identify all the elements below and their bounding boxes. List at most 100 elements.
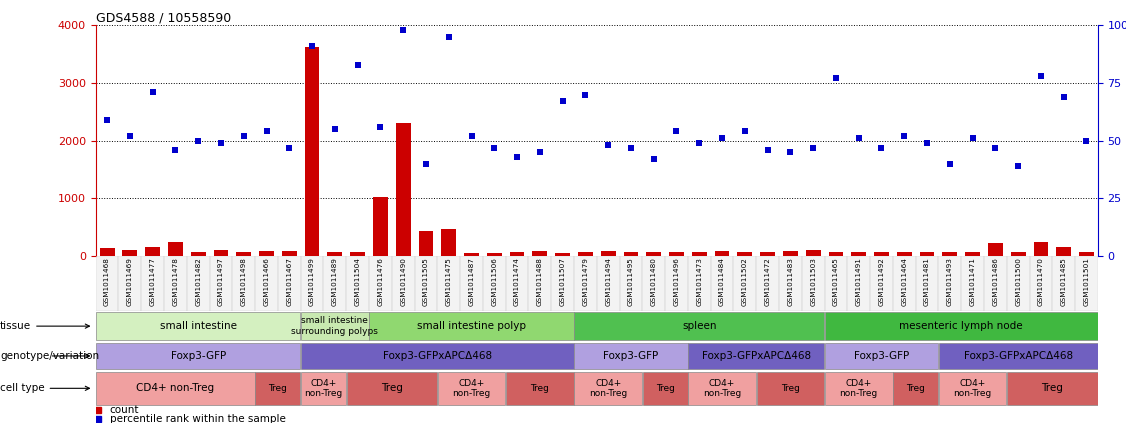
Text: Treg: Treg [530, 384, 549, 393]
Point [850, 135, 868, 142]
Bar [624, 252, 638, 256]
Bar [757, 256, 779, 311]
Text: GSM1011471: GSM1011471 [969, 257, 975, 306]
Point [440, 33, 458, 40]
Bar [123, 250, 137, 256]
Bar [209, 256, 232, 311]
Text: GSM1011485: GSM1011485 [1061, 257, 1066, 306]
Text: GSM1011477: GSM1011477 [150, 257, 155, 306]
Bar [437, 256, 461, 311]
Text: GSM1011507: GSM1011507 [560, 257, 565, 306]
Point [98, 116, 116, 123]
Text: small intestine: small intestine [160, 321, 236, 331]
Bar [301, 256, 323, 311]
Point [690, 140, 708, 146]
Point [463, 133, 481, 140]
Bar [806, 250, 821, 256]
Bar [1007, 256, 1029, 311]
Bar [757, 372, 824, 405]
Text: Foxp3-GFP: Foxp3-GFP [170, 351, 226, 361]
Bar [1079, 252, 1093, 256]
Text: mesenteric lymph node: mesenteric lymph node [900, 321, 1024, 331]
Text: GSM1011470: GSM1011470 [1038, 257, 1044, 306]
Text: GSM1011479: GSM1011479 [582, 257, 589, 306]
Bar [301, 312, 368, 340]
Text: Foxp3-GFP: Foxp3-GFP [854, 351, 909, 361]
Point [804, 144, 822, 151]
Text: Treg: Treg [1042, 383, 1063, 393]
Text: CD4+
non-Treg: CD4+ non-Treg [703, 379, 741, 398]
Bar [847, 256, 870, 311]
Bar [323, 256, 346, 311]
Bar [259, 251, 274, 256]
Text: Foxp3-GFPxAPCΔ468: Foxp3-GFPxAPCΔ468 [701, 351, 811, 361]
Text: CD4+
non-Treg: CD4+ non-Treg [954, 379, 992, 398]
Bar [1034, 242, 1048, 256]
Text: GSM1011464: GSM1011464 [901, 257, 908, 306]
Text: GSM1011499: GSM1011499 [309, 257, 315, 306]
Point [873, 144, 891, 151]
Point [258, 128, 276, 135]
Bar [711, 256, 733, 311]
Bar [305, 47, 320, 256]
Bar [96, 312, 301, 340]
Bar [145, 247, 160, 256]
Bar [688, 343, 824, 369]
Text: GSM1011476: GSM1011476 [377, 257, 384, 306]
Bar [619, 256, 642, 311]
Text: GSM1011501: GSM1011501 [1083, 257, 1090, 306]
Bar [597, 256, 619, 311]
Text: GSM1011503: GSM1011503 [810, 257, 816, 306]
Text: GSM1011486: GSM1011486 [992, 257, 999, 306]
Point [941, 160, 959, 167]
Bar [939, 372, 1007, 405]
Text: Foxp3-GFPxAPCΔ468: Foxp3-GFPxAPCΔ468 [964, 351, 1073, 361]
Text: GSM1011506: GSM1011506 [491, 257, 498, 306]
Point [599, 142, 617, 148]
Bar [988, 243, 1003, 256]
Text: small intestine polyp: small intestine polyp [417, 321, 526, 331]
Bar [1053, 256, 1075, 311]
Bar [893, 256, 915, 311]
Point [530, 149, 548, 156]
Bar [347, 256, 369, 311]
Point [303, 43, 321, 49]
Bar [278, 256, 301, 311]
Bar [506, 256, 528, 311]
Bar [1056, 247, 1071, 256]
Bar [395, 123, 411, 256]
Bar [939, 343, 1098, 369]
Bar [1029, 256, 1053, 311]
Text: GSM1011474: GSM1011474 [515, 257, 520, 306]
Bar [851, 252, 866, 256]
Point [325, 126, 343, 132]
Point [167, 146, 185, 153]
Text: GSM1011502: GSM1011502 [742, 257, 748, 306]
Text: GSM1011468: GSM1011468 [104, 257, 110, 306]
Text: GSM1011505: GSM1011505 [423, 257, 429, 306]
Bar [483, 256, 506, 311]
Bar [232, 256, 256, 311]
Text: GSM1011475: GSM1011475 [446, 257, 452, 306]
Bar [715, 251, 730, 256]
Point [189, 137, 207, 144]
Bar [574, 256, 597, 311]
Text: GSM1011481: GSM1011481 [924, 257, 930, 306]
Bar [802, 256, 824, 311]
Text: cell type: cell type [0, 383, 89, 393]
Bar [506, 372, 573, 405]
Bar [783, 251, 798, 256]
Text: GSM1011469: GSM1011469 [127, 257, 133, 306]
Bar [829, 252, 843, 256]
Bar [733, 256, 757, 311]
Bar [510, 252, 525, 256]
Bar [392, 256, 414, 311]
Point [622, 144, 640, 151]
Bar [646, 252, 661, 256]
Bar [574, 343, 688, 369]
Text: GSM1011482: GSM1011482 [195, 257, 202, 306]
Text: CD4+
non-Treg: CD4+ non-Treg [453, 379, 491, 398]
Bar [984, 256, 1007, 311]
Bar [601, 251, 616, 256]
Bar [574, 312, 824, 340]
